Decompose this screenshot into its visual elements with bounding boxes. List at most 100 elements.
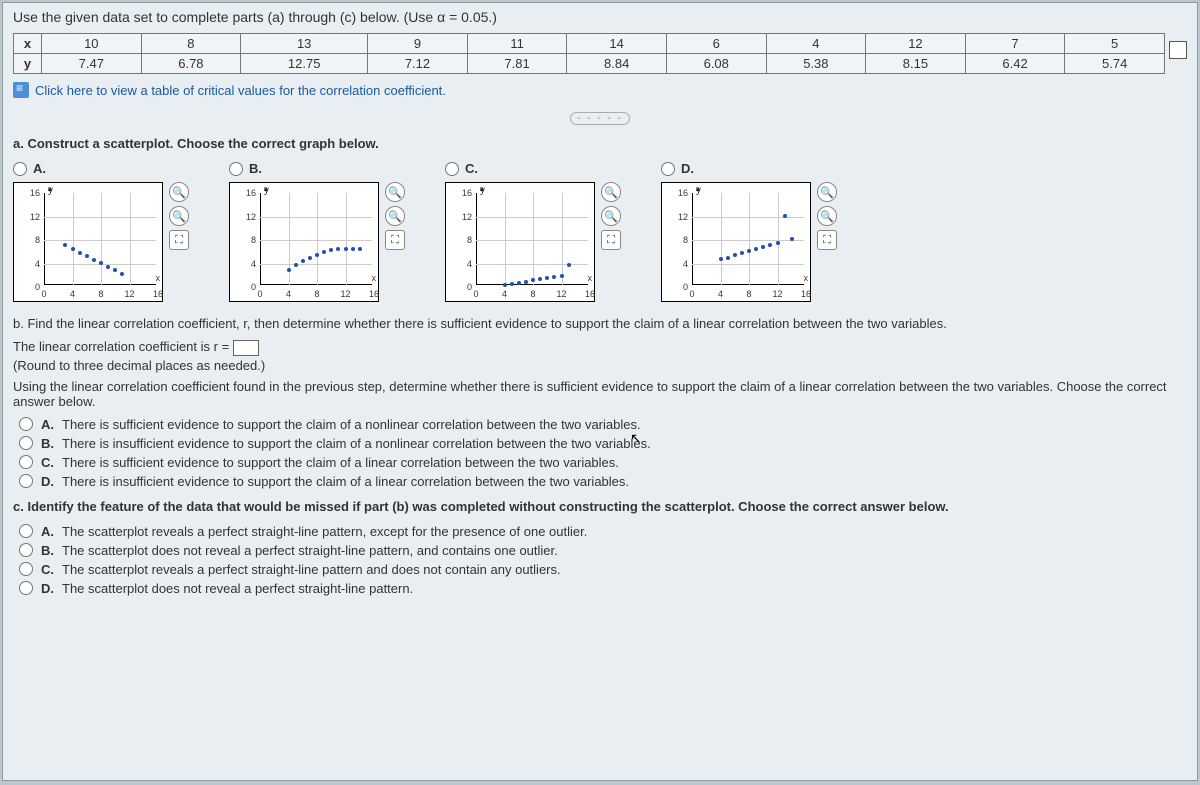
x-tick: 16 <box>153 289 163 299</box>
answer-radio[interactable] <box>19 436 33 450</box>
answer-text: There is sufficient evidence to support … <box>62 417 641 432</box>
option-c-radio[interactable] <box>445 162 459 176</box>
x-tick: 16 <box>801 289 811 299</box>
answer-radio[interactable] <box>19 455 33 469</box>
answer-radio[interactable] <box>19 474 33 488</box>
answer-text: The scatterplot reveals a perfect straig… <box>62 524 587 539</box>
cell: 7.47 <box>42 54 142 74</box>
data-point <box>336 247 340 251</box>
zoom-out-icon[interactable]: 🔍 <box>385 206 405 226</box>
data-point <box>120 272 124 276</box>
answer-radio[interactable] <box>19 524 33 538</box>
x-tick: 16 <box>585 289 595 299</box>
y-tick: 12 <box>18 212 40 222</box>
y-tick: 0 <box>234 282 256 292</box>
zoom-out-icon[interactable]: 🔍 <box>169 206 189 226</box>
y-tick: 12 <box>666 212 688 222</box>
data-point <box>78 251 82 255</box>
y-tick: 12 <box>234 212 256 222</box>
zoom-out-icon[interactable]: 🔍 <box>601 206 621 226</box>
cell: 14 <box>567 34 667 54</box>
cell: 9 <box>368 34 468 54</box>
option-b-label: B. <box>249 161 262 176</box>
answer-text: The scatterplot does not reveal a perfec… <box>62 581 413 596</box>
zoom-in-icon[interactable]: 🔍 <box>817 182 837 202</box>
zoom-out-icon[interactable]: 🔍 <box>817 206 837 226</box>
y-axis-label: y <box>696 185 701 196</box>
x-tick: 12 <box>124 289 134 299</box>
cell: 8.15 <box>866 54 966 74</box>
copy-icon[interactable] <box>1169 41 1187 59</box>
option-c-label: C. <box>465 161 478 176</box>
data-point <box>85 254 89 258</box>
x-tick: 12 <box>340 289 350 299</box>
expand-icon[interactable]: ⛶ <box>601 230 621 250</box>
option-d-radio[interactable] <box>661 162 675 176</box>
data-point <box>719 257 723 261</box>
x-tick: 8 <box>746 289 751 299</box>
data-point <box>783 214 787 218</box>
y-tick: 4 <box>450 259 472 269</box>
data-point <box>761 245 765 249</box>
y-tick: 8 <box>666 235 688 245</box>
x-tick: 8 <box>98 289 103 299</box>
option-d-label: D. <box>681 161 694 176</box>
instruction-text: Use the given data set to complete parts… <box>13 9 1187 25</box>
cell: 11 <box>467 34 567 54</box>
x-tick: 0 <box>257 289 262 299</box>
data-point <box>99 261 103 265</box>
cell: 5.38 <box>766 54 866 74</box>
x-tick: 4 <box>718 289 723 299</box>
cell: 8 <box>141 34 241 54</box>
y-tick: 4 <box>666 259 688 269</box>
y-axis-label: y <box>48 185 53 196</box>
y-tick: 0 <box>450 282 472 292</box>
y-tick: 8 <box>18 235 40 245</box>
answer-letter: A. <box>41 524 54 539</box>
data-point <box>531 278 535 282</box>
answer-letter: D. <box>41 474 54 489</box>
data-point <box>71 247 75 251</box>
option-b-radio[interactable] <box>229 162 243 176</box>
part-b-intro: b. Find the linear correlation coefficie… <box>13 316 1187 331</box>
data-point <box>106 265 110 269</box>
zoom-in-icon[interactable]: 🔍 <box>601 182 621 202</box>
cell: 6.08 <box>666 54 766 74</box>
data-point <box>510 282 514 286</box>
expand-icon[interactable]: ⛶ <box>817 230 837 250</box>
cell: 5.74 <box>1065 54 1165 74</box>
answer-text: The scatterplot reveals a perfect straig… <box>62 562 561 577</box>
data-table: x 10 8 13 9 11 14 6 4 12 7 5 y 7.47 6.78… <box>13 33 1165 74</box>
answer-letter: C. <box>41 562 54 577</box>
answer-letter: B. <box>41 436 54 451</box>
cell: 6 <box>666 34 766 54</box>
data-point <box>740 251 744 255</box>
answer-radio[interactable] <box>19 581 33 595</box>
x-tick: 8 <box>314 289 319 299</box>
cell: 6.78 <box>141 54 241 74</box>
cell: 4 <box>766 34 866 54</box>
data-point <box>351 247 355 251</box>
y-tick: 4 <box>18 259 40 269</box>
x-tick: 4 <box>70 289 75 299</box>
answer-letter: D. <box>41 581 54 596</box>
expand-icon[interactable]: ⛶ <box>385 230 405 250</box>
expand-icon[interactable]: ⛶ <box>169 230 189 250</box>
answer-radio[interactable] <box>19 417 33 431</box>
data-point <box>344 247 348 251</box>
r-input[interactable] <box>233 340 259 356</box>
critical-values-link[interactable]: Click here to view a table of critical v… <box>35 83 446 98</box>
option-a-radio[interactable] <box>13 162 27 176</box>
zoom-in-icon[interactable]: 🔍 <box>385 182 405 202</box>
answer-radio[interactable] <box>19 562 33 576</box>
cell: 12 <box>866 34 966 54</box>
row-header-y: y <box>14 54 42 74</box>
data-point <box>503 283 507 287</box>
cell: 7.81 <box>467 54 567 74</box>
x-tick: 12 <box>772 289 782 299</box>
answer-letter: C. <box>41 455 54 470</box>
rounding-note: (Round to three decimal places as needed… <box>13 358 1187 373</box>
zoom-in-icon[interactable]: 🔍 <box>169 182 189 202</box>
data-point <box>329 248 333 252</box>
answer-radio[interactable] <box>19 543 33 557</box>
